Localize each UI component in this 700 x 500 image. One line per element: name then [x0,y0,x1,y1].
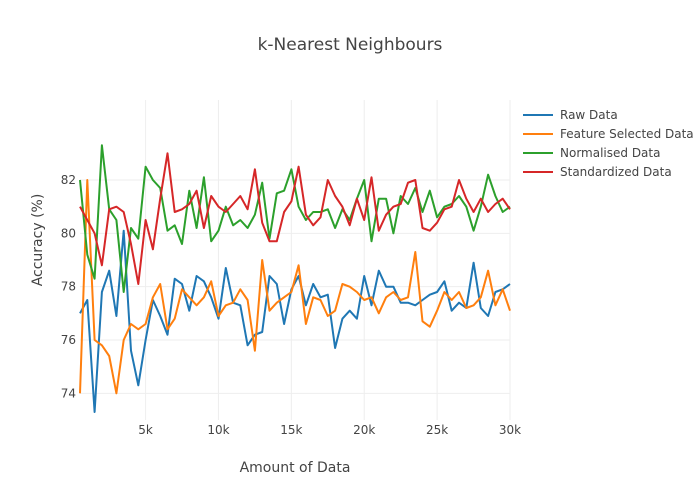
legend: Raw Data Feature Selected Data Normalised … [523,108,694,179]
legend-label-standardized-data: Standardized Data [560,165,672,179]
y-tick-label: 82 [61,173,76,187]
x-tick-label: 30k [499,423,521,437]
y-axis-title: Accuracy (%) [30,194,46,287]
chart-title: k-Nearest Neighbours [258,35,443,55]
x-tick-label: 25k [426,423,448,437]
x-tick-label: 5k [138,423,153,437]
y-tick-label: 80 [61,226,76,240]
y-tick-label: 76 [61,333,76,347]
y-axis-ticks: 74 76 78 80 82 [61,173,76,400]
x-axis-ticks: 5k 10k 15k 20k 25k 30k [138,423,521,437]
legend-label-normalised-data: Normalised Data [560,146,660,160]
series-line-standardized-data [79,152,511,285]
y-tick-label: 74 [61,386,76,400]
series-line-raw-data [79,229,511,413]
series-line-normalised-data [79,144,511,293]
gridlines [80,100,511,420]
x-tick-label: 15k [280,423,302,437]
series-line-feature-selected-data [79,179,511,395]
x-tick-label: 20k [353,423,375,437]
legend-label-raw-data: Raw Data [560,108,618,122]
x-axis-title: Amount of Data [240,460,351,476]
legend-label-feature-selected-data: Feature Selected Data [560,127,694,141]
y-tick-label: 78 [61,280,76,294]
x-tick-label: 10k [207,423,229,437]
plot-area [79,144,511,413]
